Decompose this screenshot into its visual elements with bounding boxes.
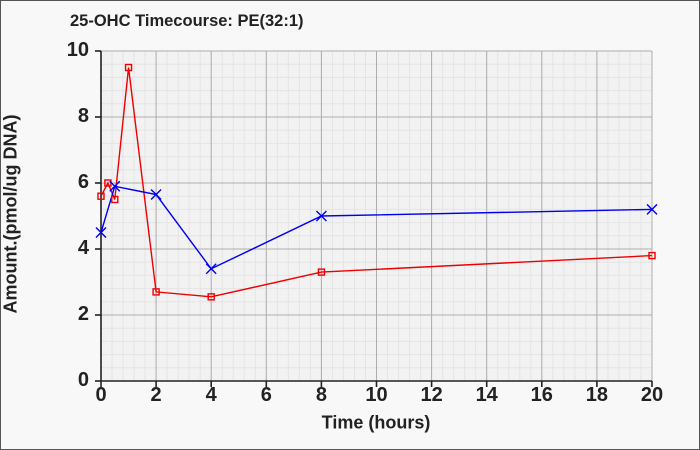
svg-text:2: 2 bbox=[151, 384, 162, 406]
svg-text:0: 0 bbox=[95, 384, 106, 406]
svg-text:16: 16 bbox=[531, 384, 553, 406]
svg-text:2: 2 bbox=[78, 303, 89, 325]
svg-text:14: 14 bbox=[476, 384, 499, 406]
svg-text:10: 10 bbox=[67, 39, 89, 61]
svg-text:12: 12 bbox=[420, 384, 442, 406]
svg-text:18: 18 bbox=[586, 384, 608, 406]
svg-text:0: 0 bbox=[78, 369, 89, 391]
svg-text:8: 8 bbox=[78, 105, 89, 127]
svg-text:6: 6 bbox=[78, 171, 89, 193]
svg-text:8: 8 bbox=[316, 384, 327, 406]
svg-text:6: 6 bbox=[261, 384, 272, 406]
svg-text:4: 4 bbox=[78, 237, 90, 259]
svg-text:20: 20 bbox=[641, 384, 663, 406]
svg-text:10: 10 bbox=[365, 384, 387, 406]
svg-text:4: 4 bbox=[206, 384, 218, 406]
